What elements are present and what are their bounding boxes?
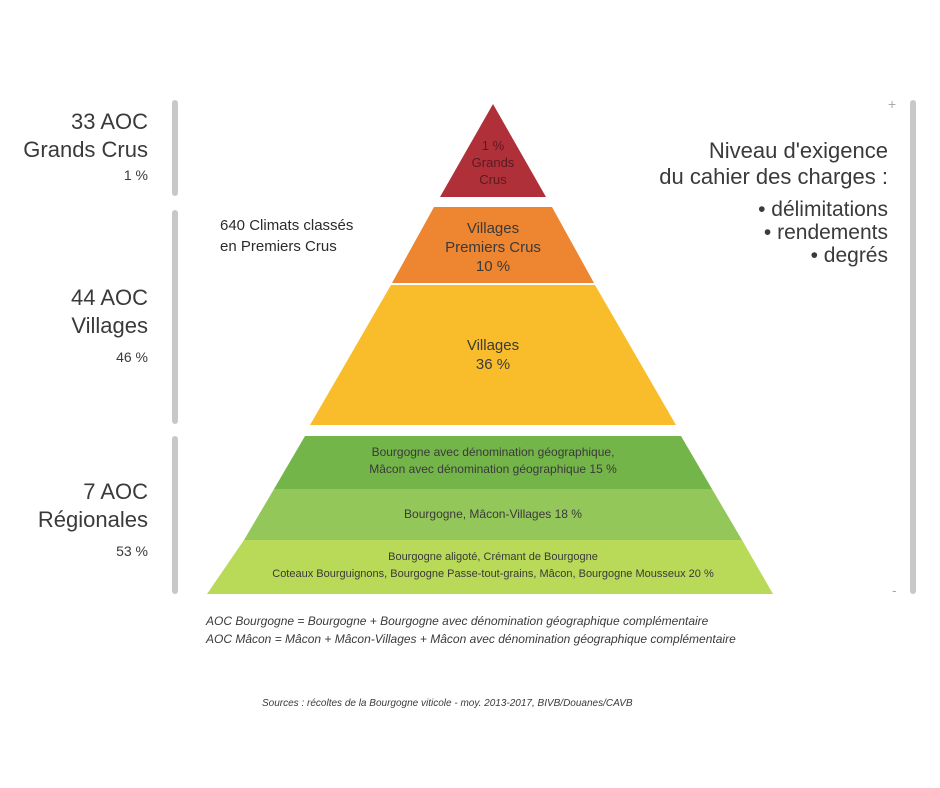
- exigence-title: Niveau d'exigence du cahier des charges …: [659, 138, 888, 190]
- villages-share: 46 %: [116, 349, 148, 365]
- exigence-title-line2: du cahier des charges :: [659, 164, 888, 189]
- climats-note-line2: en Premiers Crus: [220, 238, 337, 255]
- regionales-geo-tier-line1: Bourgogne avec dénomination géographique…: [371, 445, 615, 459]
- minus-sign: -: [892, 582, 897, 598]
- villages-aoc-count: 44 AOC: [70, 285, 148, 310]
- villages-bracket: [172, 210, 178, 424]
- grands-crus-title: Grands Crus: [23, 137, 148, 162]
- tier-regionales-villages: [244, 489, 742, 540]
- grands-crus-aoc-count: 33 AOC: [70, 109, 148, 134]
- aoc-bourgogne-note: AOC Bourgogne = Bourgogne + Bourgogne av…: [206, 614, 709, 628]
- plus-sign: +: [888, 96, 897, 112]
- tier-premiers-crus: [392, 207, 594, 283]
- criteria-list: • délimitations • rendements • degrés: [758, 198, 888, 267]
- regionales-share: 53 %: [116, 543, 148, 559]
- tier-villages: [310, 285, 676, 425]
- climats-note-line1: 640 Climats classés: [220, 217, 354, 234]
- exigence-scale-bar: [910, 100, 916, 594]
- regionales-base-tier-text: Bourgogne aligoté, Crémant de Bourgogne …: [210, 549, 776, 583]
- aoc-macon-note: AOC Mâcon = Mâcon + Mâcon-Villages + Mâc…: [206, 632, 736, 646]
- grands-crus-bracket: [172, 100, 178, 196]
- climats-note: 640 Climats classés en Premiers Crus: [220, 215, 353, 257]
- tier-regionales-geo: [274, 436, 712, 489]
- tier-grands-crus: [440, 104, 546, 197]
- villages-tier-pct: 36 %: [475, 356, 511, 373]
- regionales-villages-tier-text: Bourgogne, Mâcon-Villages 18 %: [283, 507, 703, 522]
- criterion-delimitations: • délimitations: [758, 198, 888, 221]
- criterion-rendements: • rendements: [763, 221, 888, 244]
- grands-crus-tier-pct: 1 %: [481, 138, 505, 153]
- regionales-villages-tier-line: Bourgogne, Mâcon-Villages 18 %: [404, 507, 582, 521]
- villages-tier-label: Villages: [466, 337, 520, 354]
- regionales-geo-tier-line2: Mâcon avec dénomination géographique 15 …: [369, 462, 617, 476]
- aoc-notes: AOC Bourgogne = Bourgogne + Bourgogne av…: [206, 612, 736, 648]
- regionales-title: Régionales: [37, 507, 148, 532]
- regionales-bracket: [172, 436, 178, 594]
- regionales-aoc-count: 7 AOC: [83, 479, 148, 504]
- regionales-group-label: 7 AOC Régionales 53 %: [38, 478, 148, 562]
- premiers-crus-tier-pct: 10 %: [475, 258, 511, 275]
- grands-crus-tier-text: 1 % Grands Crus: [443, 137, 543, 188]
- grands-crus-tier-label1: Grands: [471, 155, 515, 170]
- sources-note: Sources : récoltes de la Bourgogne vitic…: [262, 698, 633, 709]
- regionales-geo-tier-text: Bourgogne avec dénomination géographique…: [283, 444, 703, 478]
- villages-group-label: 44 AOC Villages 46 %: [71, 284, 148, 368]
- premiers-crus-tier-label2: Premiers Crus: [445, 239, 541, 256]
- tier-regionales-base: [207, 540, 773, 594]
- villages-title: Villages: [71, 313, 148, 338]
- premiers-crus-tier-text: Villages Premiers Crus 10 %: [423, 219, 563, 276]
- grands-crus-tier-label2: Crus: [479, 172, 507, 187]
- grands-crus-group-label: 33 AOC Grands Crus 1 %: [23, 108, 148, 186]
- grands-crus-share: 1 %: [123, 167, 148, 183]
- criterion-degres: • degrés: [810, 244, 888, 267]
- exigence-title-line1: Niveau d'exigence: [708, 138, 888, 163]
- regionales-base-tier-line2: Coteaux Bourguignons, Bourgogne Passe-to…: [272, 568, 714, 580]
- villages-tier-text: Villages 36 %: [443, 336, 543, 374]
- regionales-base-tier-line1: Bourgogne aligoté, Crémant de Bourgogne: [388, 551, 598, 563]
- premiers-crus-tier-label1: Villages: [466, 220, 520, 237]
